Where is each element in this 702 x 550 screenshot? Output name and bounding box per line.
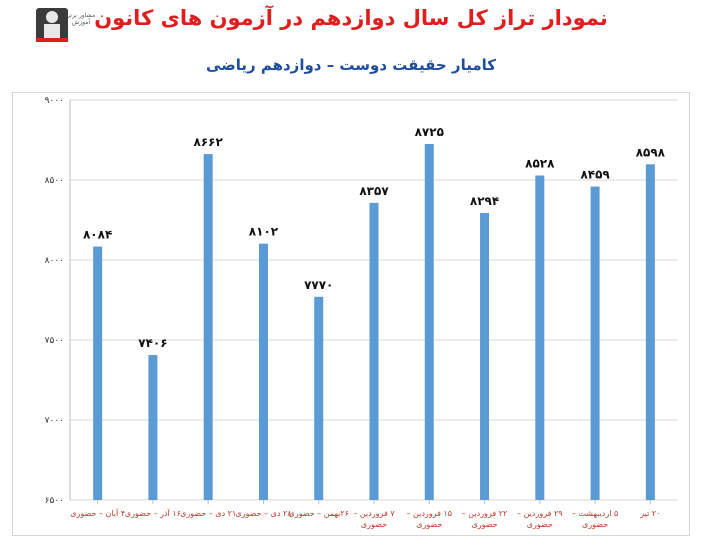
x-tick-label: ۲۰ تیر bbox=[639, 509, 660, 518]
x-tick-label: ۲۱ دی – حضوری bbox=[180, 509, 236, 518]
x-tick-label: حضوری bbox=[527, 520, 553, 529]
data-label: ۷۴۰۶ bbox=[138, 336, 167, 350]
x-tick-label: ۴ آبان – حضوری bbox=[70, 508, 125, 518]
data-label: ۷۷۷۰ bbox=[304, 278, 333, 292]
bar bbox=[93, 246, 103, 500]
data-label: ۸۶۶۲ bbox=[194, 135, 224, 149]
x-tick-label: ۱۶ آذر – حضوری bbox=[125, 508, 181, 518]
x-tick-label: حضوری bbox=[416, 520, 442, 529]
data-label: ۸۵۲۸ bbox=[525, 157, 555, 171]
x-tick-label: ۱۵ فروردین – bbox=[407, 509, 453, 518]
data-label: ۸۱۰۲ bbox=[249, 225, 279, 239]
bar bbox=[480, 212, 490, 500]
x-tick-label: ۲۸ دی – حضوری bbox=[235, 509, 292, 518]
logo-icon bbox=[36, 8, 68, 42]
bar bbox=[590, 186, 600, 500]
x-tick-label: ۲۹ فروردین – bbox=[517, 509, 563, 518]
x-tick-label: ۲۶بهمن – حضوری bbox=[289, 509, 349, 518]
x-tick-label: حضوری bbox=[361, 520, 387, 529]
data-label: ۸۷۲۵ bbox=[415, 125, 444, 139]
page-title: نمودار تراز کل سال دوازدهم در آزمون های … bbox=[94, 6, 608, 30]
y-tick-label: ۶۵۰۰ bbox=[45, 496, 64, 506]
y-tick-label: ۷۰۰۰ bbox=[45, 416, 64, 426]
data-label: ۸۲۹۴ bbox=[470, 194, 499, 208]
bar bbox=[369, 202, 379, 500]
x-tick-label: ۵ اردیبهشت – bbox=[572, 509, 618, 518]
data-label: ۸۵۹۸ bbox=[636, 145, 666, 159]
bar bbox=[258, 243, 268, 500]
x-tick-label: ۷ فروردین – bbox=[353, 509, 395, 518]
y-tick-label: ۸۵۰۰ bbox=[45, 176, 64, 186]
y-tick-label: ۹۰۰۰ bbox=[45, 96, 64, 106]
chart-frame bbox=[12, 92, 690, 536]
data-label: ۸۳۵۷ bbox=[359, 184, 389, 198]
bar bbox=[645, 164, 655, 500]
y-tick-label: ۷۵۰۰ bbox=[45, 336, 64, 346]
bar bbox=[203, 154, 213, 500]
bar bbox=[148, 355, 158, 500]
x-tick-label: حضوری bbox=[582, 520, 608, 529]
bar bbox=[314, 296, 324, 500]
bar bbox=[424, 144, 434, 500]
data-label: ۸۰۸۴ bbox=[83, 228, 112, 242]
x-tick-label: ۲۲ فروردین – bbox=[462, 509, 508, 518]
bar bbox=[535, 175, 545, 500]
page-subtitle: کامیار حقیقت دوست – دوازدهم ریاضی bbox=[206, 56, 496, 74]
x-tick-label: حضوری bbox=[471, 520, 497, 529]
logo-text: مشاور برتر آموزش bbox=[66, 12, 96, 26]
y-tick-label: ۸۰۰۰ bbox=[45, 256, 64, 266]
data-label: ۸۴۵۹ bbox=[580, 168, 610, 182]
